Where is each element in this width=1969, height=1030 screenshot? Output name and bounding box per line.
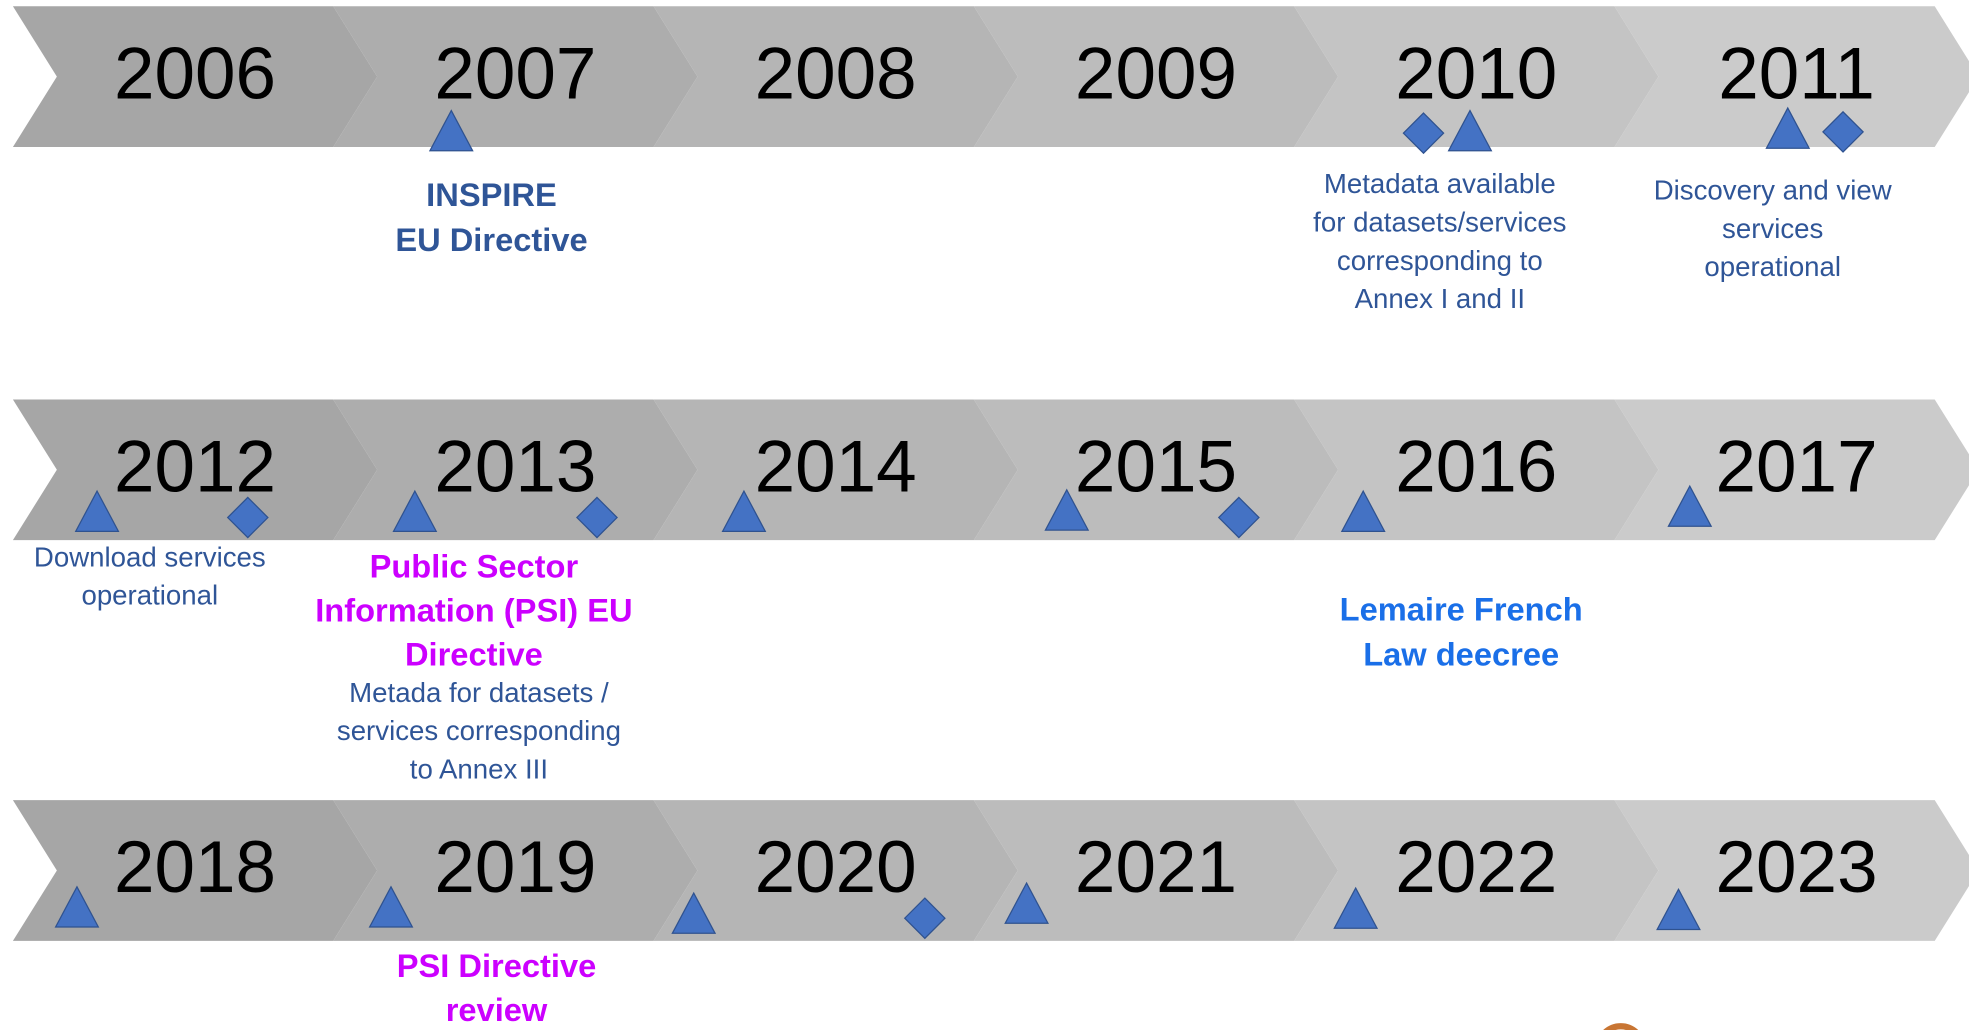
year-label: 2009 [1075,33,1237,114]
year-label: 2018 [114,827,276,908]
note-line: Discovery and view [1654,174,1893,205]
milestone-triangle [1656,887,1701,931]
year-label: 2021 [1075,827,1237,908]
milestone-diamond [576,496,618,539]
year-label: 2011 [1718,33,1875,114]
milestone-triangle [54,885,100,928]
logo [1603,1023,1639,1030]
year-label: 2007 [434,33,596,114]
year-label: 2012 [114,427,276,508]
note-line: Law deecree [1363,636,1559,673]
milestone-triangle [368,885,414,928]
milestone-diamond [1402,112,1445,155]
milestone-triangle [392,489,438,532]
milestone-triangle [428,109,474,152]
chevron [973,6,1339,147]
note-line: PSI Directive [397,947,597,984]
year-label: 2015 [1075,427,1237,508]
year-label: 2017 [1716,427,1878,508]
milestone-triangle [721,489,767,532]
year-label: 2013 [434,427,596,508]
milestone-triangle [1004,881,1049,924]
chevron [333,800,698,941]
note-line: Public Sector [370,548,579,585]
milestone-triangle [1333,886,1379,929]
chevron [333,399,698,541]
note-line: Information (PSI) EU [315,592,632,629]
milestone-diamond [1822,110,1865,153]
year-label: 2006 [114,33,276,114]
note-line: Lemaire French [1340,590,1583,627]
note-line: corresponding to [1337,245,1543,276]
note-line: operational [1704,251,1841,282]
milestone-triangle [671,891,717,934]
milestone-triangle [1044,488,1090,531]
note-line: services [1722,213,1823,244]
note-line: Annex I and II [1355,283,1525,314]
note-line: services corresponding [337,715,621,746]
note-line: INSPIRE [426,176,557,213]
note-line: Download services [34,541,266,572]
chevron [1294,399,1659,541]
note-line: Metadata available [1324,168,1556,199]
note-line: review [446,991,548,1028]
chevron [12,6,378,147]
chevron [653,6,1018,147]
milestone-triangle [1340,489,1386,532]
milestone-triangle [1447,109,1493,152]
milestone-diamond [903,897,946,940]
chevron [1294,6,1659,147]
year-label: 2022 [1395,827,1557,908]
chevron [1614,6,1969,147]
year-label: 2008 [755,33,917,114]
milestone-diamond [1217,496,1260,539]
year-label: 2020 [755,827,917,908]
chevron [1294,800,1659,941]
year-label: 2014 [755,427,917,508]
note-line: EU Directive [395,221,587,258]
year-label: 2010 [1395,33,1557,114]
note-line: to Annex III [410,754,548,785]
chevron [1614,800,1969,941]
note-line: Metada for datasets / [349,677,609,708]
milestone-triangle [1667,484,1713,527]
note-line: Directive [405,636,543,673]
year-label: 2023 [1716,827,1878,908]
milestone-triangle [1765,106,1811,149]
chevron [973,800,1339,941]
note-line: for datasets/services [1313,207,1566,238]
chevron [1614,399,1969,541]
year-label: 2019 [434,827,596,908]
year-label: 2016 [1395,427,1557,508]
milestone-diamond [226,496,269,539]
chevron [12,800,378,941]
milestone-triangle [74,489,120,532]
chevron [333,6,698,147]
note-line: operational [81,580,218,611]
